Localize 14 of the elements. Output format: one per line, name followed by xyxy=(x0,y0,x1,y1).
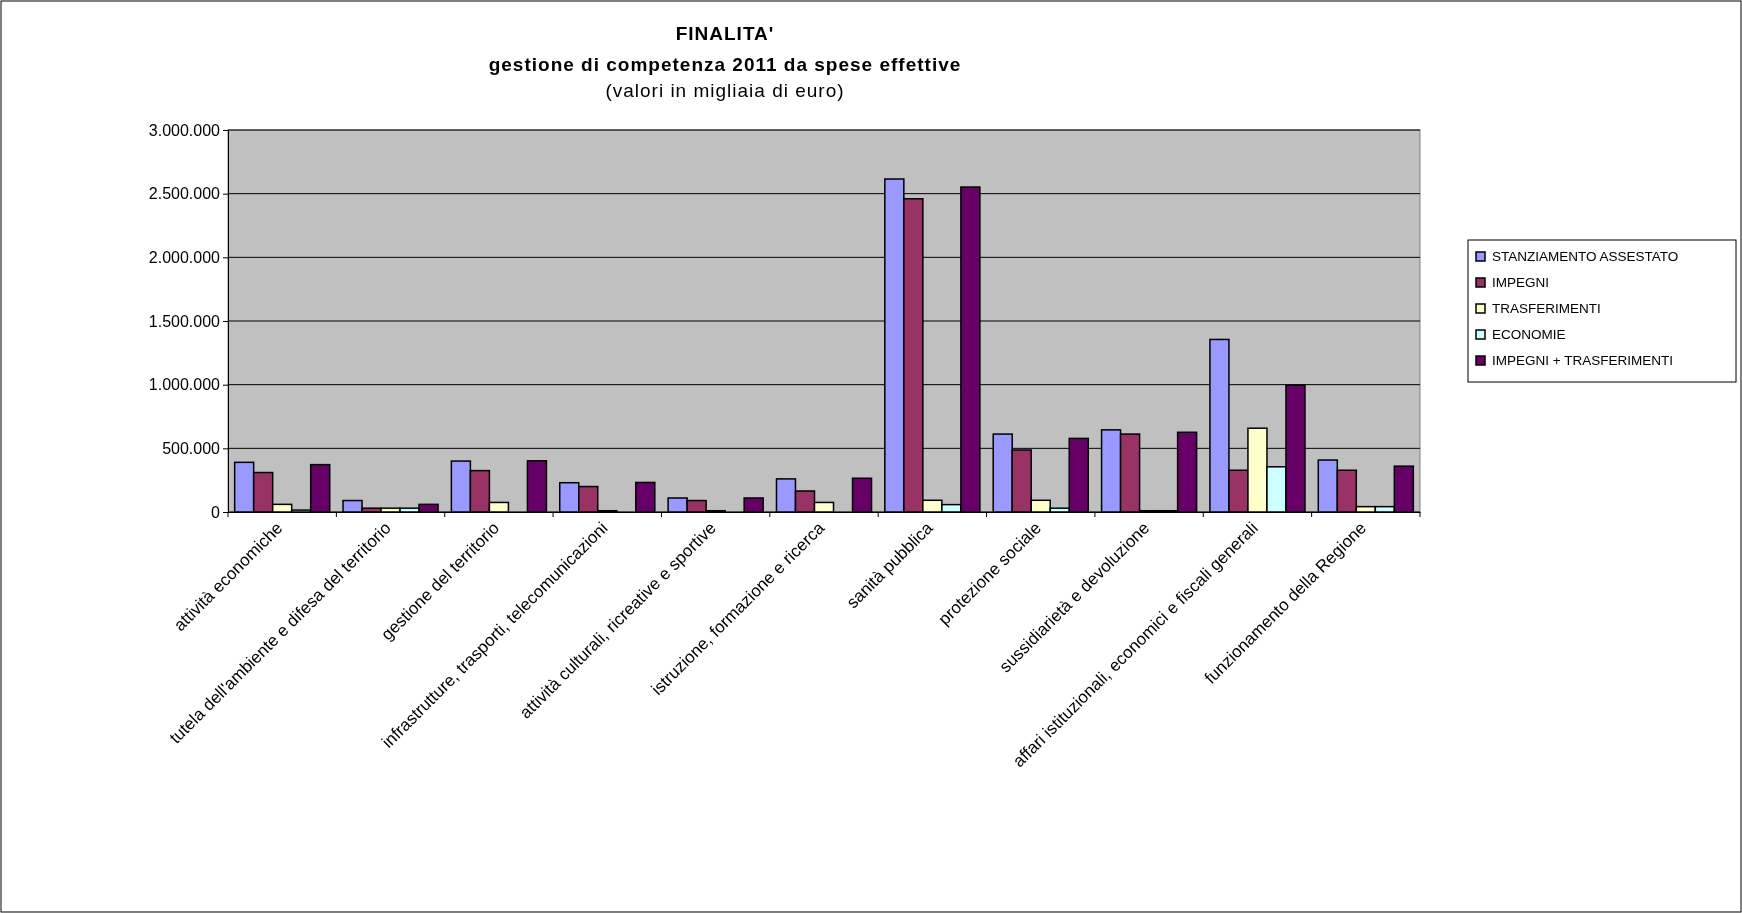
y-tick-label: 0 xyxy=(211,503,221,521)
y-tick-label: 500.000 xyxy=(162,439,221,457)
y-tick-label: 1.000.000 xyxy=(148,376,221,394)
chart-subtitle: gestione di competenza 2011 da spese effettive (valori in migliaia di euro) xyxy=(488,54,962,101)
legend-label: ECONOMIE xyxy=(1492,327,1566,342)
y-tick-label: 3.000.000 xyxy=(148,121,221,139)
y-tick-label: 2.000.000 xyxy=(148,248,221,266)
chart-title: FINALITA' xyxy=(675,23,775,44)
y-tick-label: 1.500.000 xyxy=(148,312,221,330)
y-tick-label: 2.500.000 xyxy=(148,185,221,203)
legend-label: TRASFERIMENTI xyxy=(1492,301,1601,316)
legend-label: IMPEGNI xyxy=(1492,275,1550,290)
legend-label: STANZIAMENTO ASSESTATO xyxy=(1492,249,1679,264)
legend-label: IMPEGNI + TRASFERIMENTI xyxy=(1492,353,1673,368)
